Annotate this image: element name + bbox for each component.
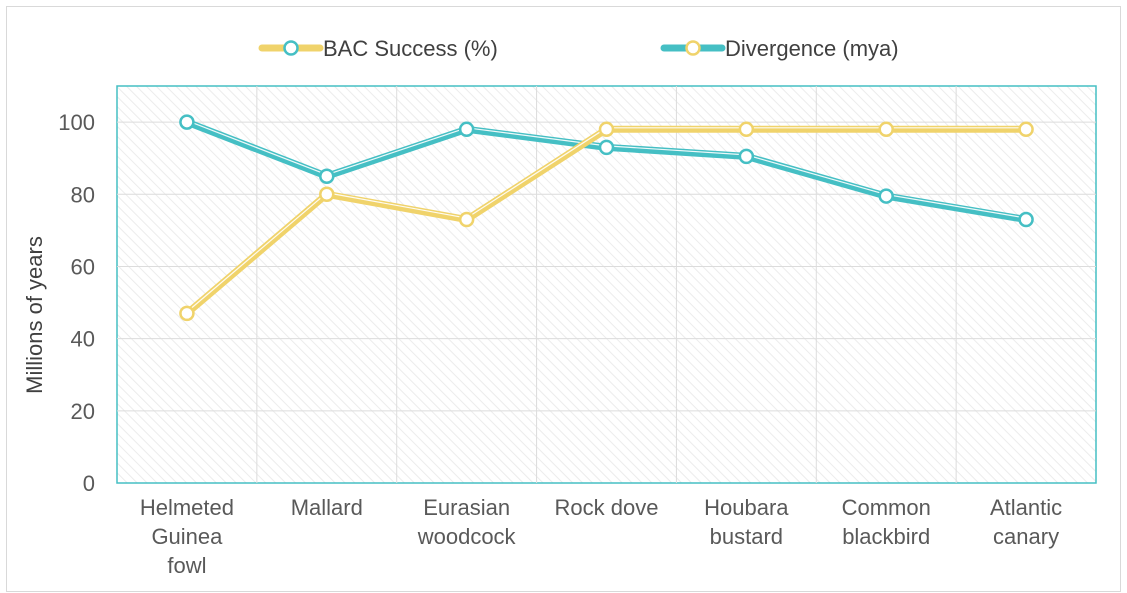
x-tick-label: Atlantic canary [990,495,1062,549]
series-1-point [1018,121,1034,138]
x-tick-label: Houbara bustard [704,495,789,549]
x-tick-label: Mallard [291,495,363,520]
series-1-point [319,186,335,203]
legend-item: BAC Success (%) [258,36,498,61]
x-tick-label: Helmeted Guinea fowl [140,495,234,578]
series-0-point [458,121,475,138]
y-tick-label: 40 [71,327,95,352]
series-1-point [738,121,755,138]
y-axis-title: Millions of years [22,236,47,394]
x-tick-label: Common blackbird [842,495,931,549]
series-1-point [179,305,195,322]
legend-label: Divergence (mya) [725,36,899,61]
plot-border [116,85,1097,484]
series-0-point [878,188,894,204]
y-tick-label: 20 [71,399,95,424]
legend-item: Divergence (mya) [660,36,899,61]
series-0-point [1018,211,1034,228]
x-tick-label: Eurasian woodcock [417,495,517,549]
legend-marker-swatch [685,40,701,56]
series-1-point [878,121,894,138]
series-0-point [319,168,335,184]
y-tick-label: 100 [58,110,95,135]
x-tick-label: Rock dove [555,495,659,520]
series-1-point [458,211,475,228]
y-tick-label: 60 [71,254,95,279]
series-1-point [598,121,615,138]
series-0-point [598,139,615,156]
y-tick-label: 0 [83,471,95,496]
series-0-point [179,114,195,130]
legend-label: BAC Success (%) [323,36,498,61]
legend-marker-swatch [283,40,299,56]
y-tick-label: 80 [71,182,95,207]
series-0-point [738,148,755,165]
